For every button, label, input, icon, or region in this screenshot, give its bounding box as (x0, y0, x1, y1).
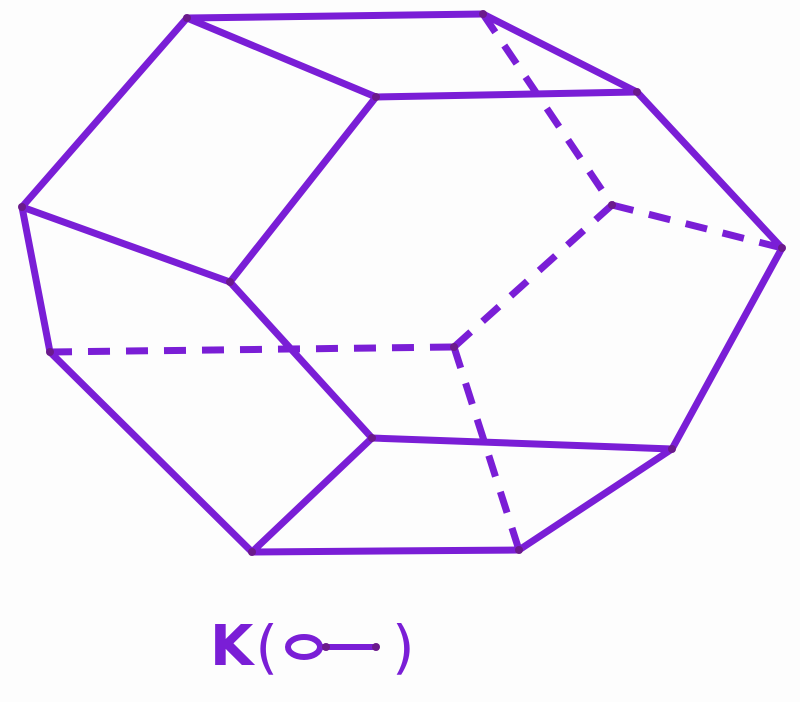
vertex-M (608, 201, 616, 209)
edge-IK (248, 434, 376, 556)
label-open-paren: ( (255, 613, 279, 681)
vertex-C (633, 88, 641, 96)
edge-GJ (668, 244, 786, 453)
edge-BC (479, 10, 641, 96)
edge-HK (46, 348, 256, 556)
vertex-A (183, 14, 191, 22)
vertex-B (479, 10, 487, 18)
edge-IJ (368, 434, 676, 453)
vertex-L (515, 546, 523, 554)
edge-KL (248, 546, 523, 556)
edge-EH (18, 203, 54, 356)
vertex-N (450, 343, 458, 351)
polytope-label: K ( ) (210, 612, 415, 682)
hidden-edge-HN (49, 343, 455, 356)
hidden-edge-NL (450, 345, 523, 552)
edge-CG (633, 88, 786, 252)
loop-graph-icon (285, 634, 381, 660)
hidden-edge-MN (451, 202, 615, 350)
edge-FI (226, 278, 376, 442)
edge-JL (515, 445, 676, 554)
hidden-edge-BM (480, 12, 615, 207)
label-letter: K (210, 614, 256, 679)
vertex-D (372, 93, 380, 101)
vertex-G (778, 244, 786, 252)
vertex-K (248, 548, 256, 556)
vertex-F (226, 278, 234, 286)
edge-EF (18, 203, 234, 286)
vertex-H (46, 348, 54, 356)
vertex-I (368, 434, 376, 442)
edge-DF (226, 93, 380, 286)
hidden-edge-MG (611, 201, 783, 252)
vertex-E (18, 203, 26, 211)
label-close-paren: ) (392, 613, 415, 681)
edge-AB (183, 10, 487, 22)
edge-CD (372, 88, 641, 101)
edge-AD (183, 14, 380, 101)
vertex-J (668, 445, 676, 453)
edge-AE (18, 14, 191, 211)
